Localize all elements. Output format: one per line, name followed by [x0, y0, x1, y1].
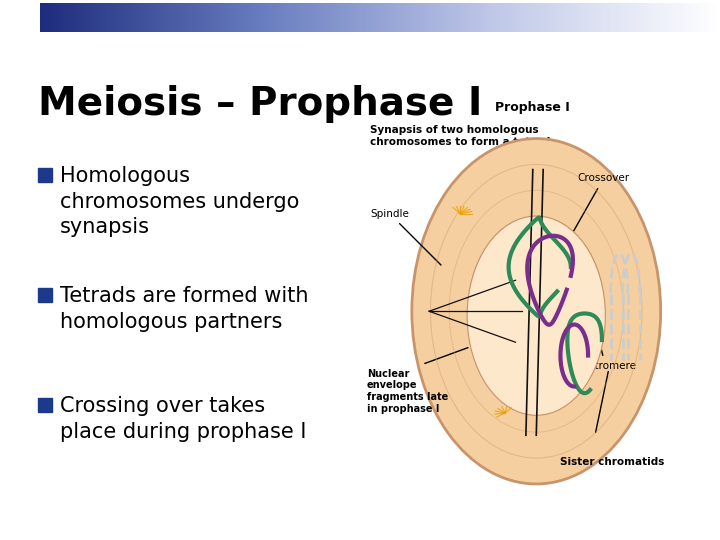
Text: Crossover: Crossover — [572, 173, 629, 234]
Text: Synapsis of two homologous
chromosomes to form a tetrad: Synapsis of two homologous chromosomes t… — [370, 125, 551, 147]
Bar — [38, 168, 52, 182]
Bar — [38, 288, 52, 302]
Text: Sister chromatids: Sister chromatids — [560, 457, 665, 468]
Ellipse shape — [467, 216, 606, 415]
Text: Centromere: Centromere — [575, 327, 636, 371]
Text: Nuclear
envelope
fragments late
in prophase I: Nuclear envelope fragments late in proph… — [367, 369, 448, 414]
Text: Crossing over takes
place during prophase I: Crossing over takes place during prophas… — [60, 396, 307, 442]
Text: Homologous
chromosomes undergo
synapsis: Homologous chromosomes undergo synapsis — [60, 166, 300, 238]
Text: Meiosis – Prophase I: Meiosis – Prophase I — [38, 85, 482, 123]
Text: Spindle: Spindle — [370, 209, 441, 265]
Bar — [38, 398, 52, 412]
Text: Prophase I: Prophase I — [495, 101, 570, 114]
Text: Tetrads are formed with
homologous partners: Tetrads are formed with homologous partn… — [60, 286, 308, 332]
Ellipse shape — [412, 139, 661, 484]
